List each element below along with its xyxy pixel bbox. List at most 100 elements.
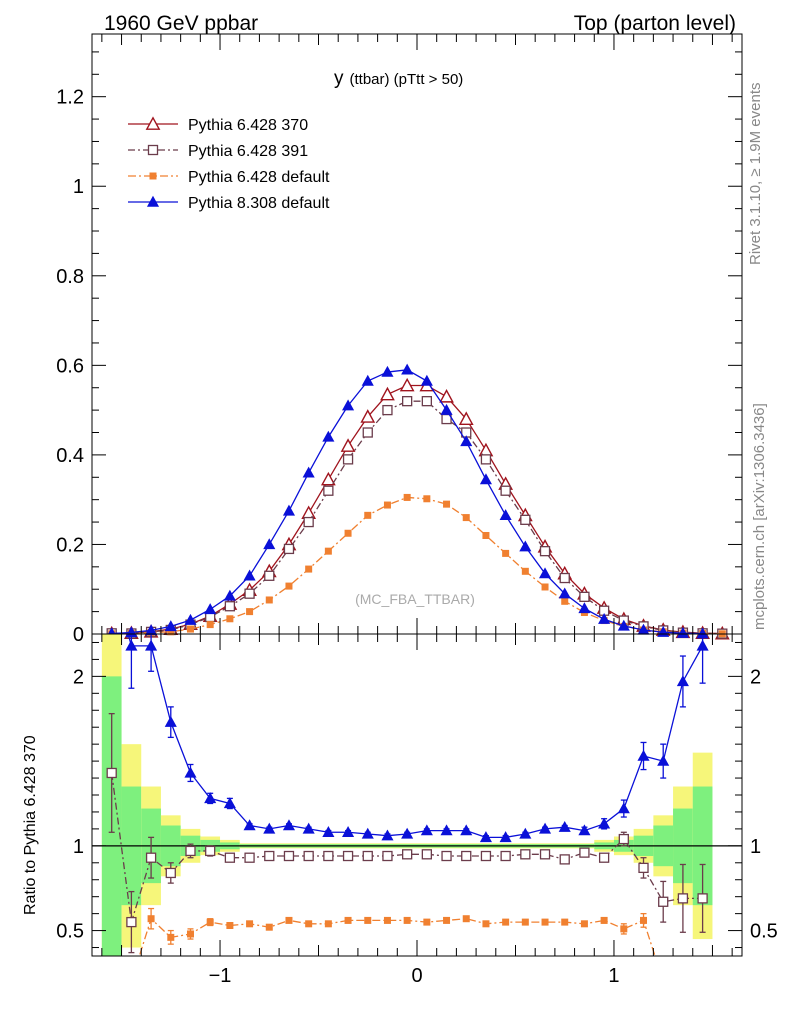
data-point-s0-10 [301, 505, 317, 520]
xtick-label: 0 [411, 965, 422, 987]
mcplots-label: mcplots.cern.ch [arXiv:1306.3436] [751, 403, 768, 630]
ratio-point-s2-9 [282, 819, 296, 831]
header-left-label: 1960 GeV ppbar [104, 12, 258, 35]
top-ytick-label: 0.6 [56, 355, 84, 377]
top-ytick-label: 0.4 [56, 445, 84, 467]
main-title-symbol: y [334, 68, 344, 89]
ratio-point-s1-27 [640, 916, 648, 924]
ratio-ytick-label-left: 0.5 [56, 921, 84, 943]
ratio-point-s2-10 [302, 822, 315, 834]
ratio-point-s1-4 [186, 930, 194, 938]
data-point-s1-12 [342, 454, 354, 465]
data-point-s3-17 [440, 403, 453, 415]
ratio-point-s1-10 [305, 920, 313, 928]
data-point-s1-15 [402, 396, 413, 407]
data-point-s3-8 [263, 538, 276, 550]
ratio-point-s1-25 [600, 916, 608, 924]
data-point-s3-10 [302, 466, 315, 478]
data-point-s0-11 [320, 471, 336, 486]
ratio-point-s2-8 [263, 822, 276, 834]
ratio-point-s1-16 [423, 918, 431, 926]
ratio-point-s2-17 [440, 824, 453, 836]
data-point-s1-16 [421, 396, 432, 407]
data-point-s0-17 [439, 389, 454, 403]
ratio-point-s0-6 [224, 852, 236, 863]
ratio-point-s1-11 [324, 920, 332, 928]
data-point-s3-7 [243, 569, 256, 581]
data-point-s3-13 [361, 374, 374, 386]
data-point-s1-24 [579, 591, 590, 602]
data-point-s1-19 [480, 454, 492, 465]
top-ytick-label: 0 [73, 624, 84, 646]
ratio-point-s1-26 [620, 925, 628, 933]
ratio-point-s0-24 [579, 847, 590, 858]
top-ytick-label: 0.8 [56, 266, 84, 288]
ratio-point-s2-7 [243, 819, 256, 831]
ratio-point-s2-25 [598, 817, 611, 829]
legend-marker-1 [147, 144, 159, 156]
ratio-point-s2-14 [381, 829, 394, 841]
data-point-s2-6 [226, 615, 234, 623]
ratio-point-s0-30 [697, 893, 708, 904]
rivet-label: Rivet 3.1.10, ≥ 1.9M events [747, 83, 764, 266]
data-point-s3-15 [401, 363, 414, 375]
ratio-point-s2-20 [499, 831, 512, 843]
data-point-s1-11 [323, 485, 334, 496]
data-point-s3-14 [381, 365, 394, 377]
ratio-point-s1-21 [521, 918, 529, 926]
data-point-s2-15 [403, 493, 411, 501]
legend-label-0: Pythia 6.428 370 [188, 117, 308, 134]
xtick-label: 1 [608, 965, 619, 987]
data-point-s1-22 [539, 546, 551, 557]
data-point-s3-21 [519, 540, 532, 552]
ratio-point-s0-20 [500, 850, 511, 862]
ratio-point-s1-3 [167, 933, 175, 941]
data-point-s3-24 [578, 602, 591, 614]
legend: Pythia 6.428 370 Pythia 6.428 391 Pythia 6… [128, 116, 330, 212]
data-point-s3-22 [538, 567, 552, 579]
ratio-point-s2-3 [164, 715, 177, 727]
data-point-s3-23 [558, 587, 571, 599]
data-point-s2-19 [482, 531, 490, 539]
ratio-point-s2-6 [223, 797, 236, 809]
ratio-point-s0-8 [264, 850, 275, 862]
ratio-ytick-label-left: 1 [73, 836, 84, 858]
ratio-point-s2-24 [578, 824, 591, 836]
ratio-point-s2-16 [420, 824, 433, 836]
ratio-point-s0-18 [461, 850, 472, 862]
data-point-s2-20 [502, 549, 510, 557]
data-point-s2-23 [561, 597, 569, 605]
ratio-point-s0-17 [441, 850, 452, 862]
data-point-s1-10 [303, 516, 314, 528]
ratio-point-s1-24 [580, 920, 588, 928]
xtick-label: −1 [209, 965, 232, 987]
data-point-s2-5 [206, 621, 214, 629]
data-point-s3-12 [342, 399, 355, 411]
top-ytick-label: 1.2 [56, 87, 84, 109]
legend-marker-2 [149, 172, 157, 180]
ratio-point-s0-12 [342, 850, 354, 862]
ratio-point-s2-5 [204, 792, 217, 804]
data-point-s1-14 [382, 404, 393, 416]
data-point-s3-4 [184, 613, 197, 625]
ratio-point-s2-18 [460, 824, 473, 836]
data-point-s1-20 [500, 485, 511, 496]
legend-marker-3 [146, 195, 160, 207]
ratio-point-s2-21 [519, 827, 532, 839]
top-ytick-label: 0.2 [56, 534, 84, 556]
data-point-s3-29 [676, 626, 689, 638]
ratio-point-s1-22 [541, 918, 549, 926]
ratio-point-s1-12 [344, 916, 352, 924]
data-point-s2-16 [423, 495, 431, 503]
data-point-s1-6 [224, 601, 236, 612]
ratio-point-s2-23 [558, 820, 571, 832]
data-point-s1-9 [283, 543, 295, 555]
data-point-s2-4 [186, 625, 194, 633]
main-title: y (ttbar) (pTtt > 50) [334, 68, 463, 89]
ratio-point-s2-12 [342, 826, 355, 837]
data-point-s2-8 [265, 596, 273, 604]
ratio-ytick-label-right: 0.5 [750, 921, 778, 943]
ratio-point-s2-2 [145, 639, 158, 651]
